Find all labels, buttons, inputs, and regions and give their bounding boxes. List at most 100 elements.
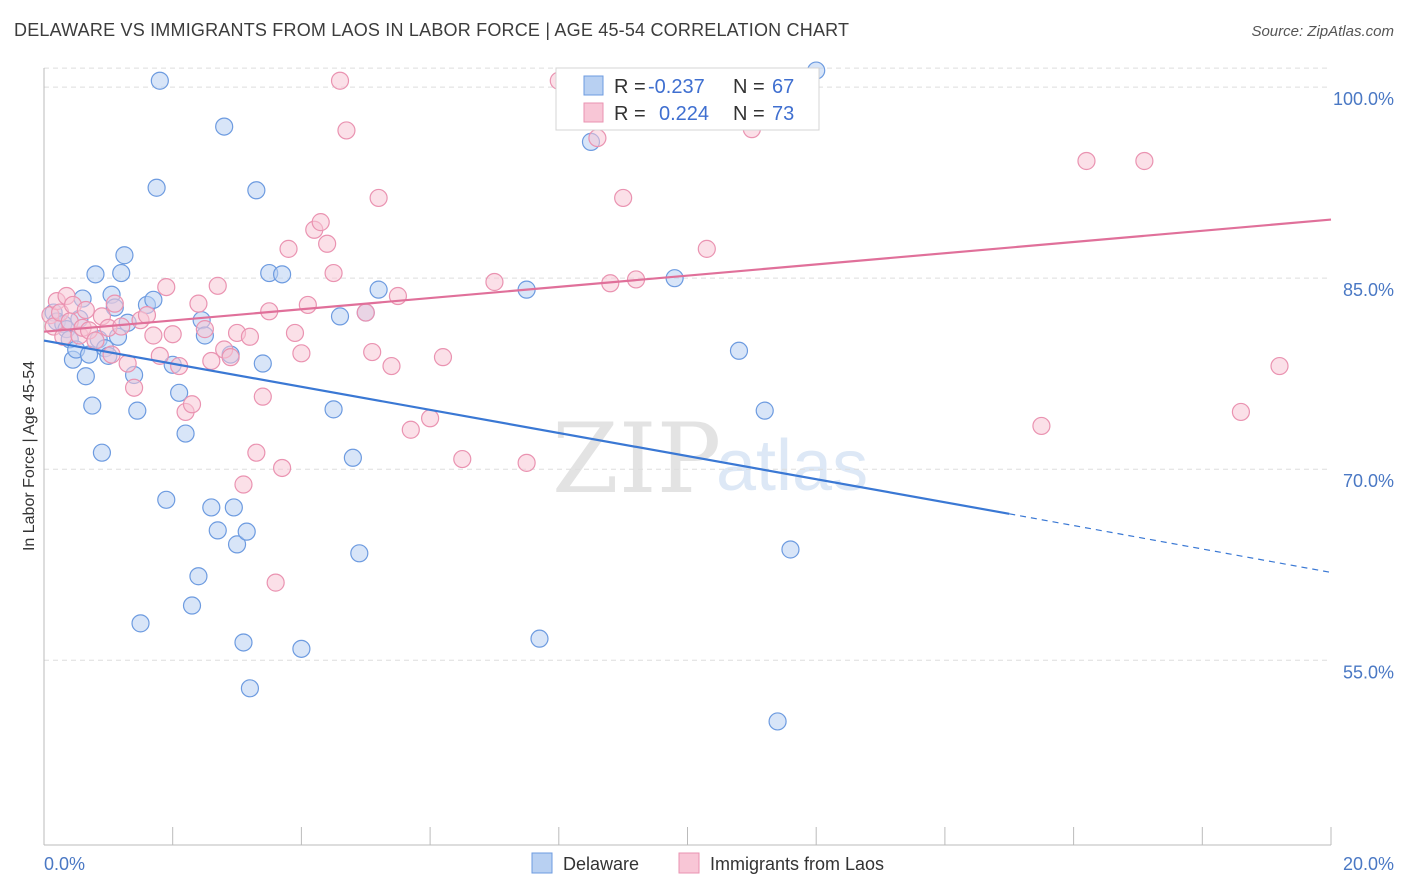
point-laos [234,475,253,494]
point-laos [614,188,633,208]
bottom-legend: Delaware Immigrants from Laos [531,852,884,874]
legend-r-value-laos: 0.224 [659,103,709,125]
point-delaware [227,535,247,554]
point-laos [324,263,343,283]
point-delaware [330,307,350,326]
point-laos [1270,356,1289,376]
point-laos [318,234,337,253]
point-laos [105,294,124,313]
source-label: Source: ZipAtlas.com [1251,23,1394,40]
point-laos [195,320,214,339]
legend-swatch-laos [583,102,604,123]
point-laos [266,573,285,592]
point-laos [382,356,401,376]
point-delaware [131,614,150,633]
y-tick-labels: 55.0% 70.0% 85.0% 100.0% [1333,89,1394,682]
point-delaware [83,396,102,415]
point-laos [369,188,388,208]
y-tick-label: 85.0% [1343,280,1394,300]
point-delaware [112,263,131,283]
series-delaware [44,61,826,731]
point-delaware [755,401,774,420]
bottom-legend-swatch-laos [678,852,700,874]
point-laos [1077,151,1096,171]
point-laos [285,323,305,343]
point-laos [588,128,607,148]
x-ticks [43,827,1332,845]
point-delaware [170,383,189,402]
point-laos [182,395,202,414]
point-delaware [343,448,362,467]
point-laos [240,327,260,346]
legend-r-label-laos: R = [614,103,646,125]
point-laos [253,387,272,406]
legend-box: R = -0.237 N = 67 R = 0.224 N = 73 [555,67,820,131]
legend-n-value-laos: 73 [772,103,794,125]
watermark-zip: ZIP [552,403,721,515]
point-delaware [768,712,787,731]
point-laos [1135,151,1154,171]
point-delaware [157,490,176,509]
point-delaware [182,596,202,615]
point-laos [485,272,504,292]
point-laos [247,443,266,462]
point-laos [221,348,240,367]
trend-line-delaware [43,339,1010,515]
point-delaware [292,639,311,658]
point-delaware [115,246,134,265]
point-laos [517,453,536,472]
point-delaware [224,498,243,517]
point-delaware [530,629,549,648]
point-laos [363,342,382,362]
point-laos [292,344,311,363]
point-laos [298,295,317,315]
point-delaware [176,424,195,443]
legend-n-label-laos: N = [733,103,765,125]
point-delaware [76,367,95,386]
legend-swatch-delaware [583,75,604,96]
point-laos [124,378,144,397]
point-laos [453,449,472,469]
point-laos [157,277,176,297]
point-delaware [150,71,169,90]
point-delaware [253,354,272,373]
trend-line-laos [43,218,1332,333]
point-delaware [147,178,166,197]
point-laos [337,121,356,140]
bottom-legend-label-laos: Immigrants from Laos [710,854,884,874]
point-laos [311,213,330,232]
point-laos [433,348,453,367]
point-laos [137,306,157,325]
chart-title: DELAWARE VS IMMIGRANTS FROM LAOS IN LABO… [14,20,850,40]
point-laos [1032,416,1051,436]
point-delaware [240,679,260,698]
y-tick-label: 55.0% [1343,662,1394,682]
legend-n-value-delaware: 67 [772,76,794,98]
point-laos [112,317,131,336]
point-delaware [144,290,163,309]
bottom-legend-label-delaware: Delaware [563,854,639,874]
point-delaware [369,280,388,299]
bottom-legend-swatch-delaware [531,852,553,874]
point-laos [401,420,420,439]
point-delaware [350,544,369,563]
legend-r-label-delaware: R = [614,76,646,98]
point-delaware [247,181,266,200]
point-delaware [208,521,227,540]
point-laos [330,71,350,90]
point-delaware [189,567,208,586]
point-delaware [234,633,253,652]
point-laos [279,239,298,258]
point-laos [356,303,375,322]
point-laos [86,331,105,350]
point-laos [76,300,95,320]
y-tick-label: 100.0% [1333,89,1394,109]
point-laos [272,458,292,478]
legend-r-value-delaware: -0.237 [648,76,705,98]
x-tick-label-min: 0.0% [44,854,85,874]
point-laos [163,325,182,344]
trend-line-delaware-extension [1009,513,1332,574]
legend-n-label-delaware: N = [733,76,765,98]
point-delaware [92,443,112,462]
point-delaware [272,265,292,284]
